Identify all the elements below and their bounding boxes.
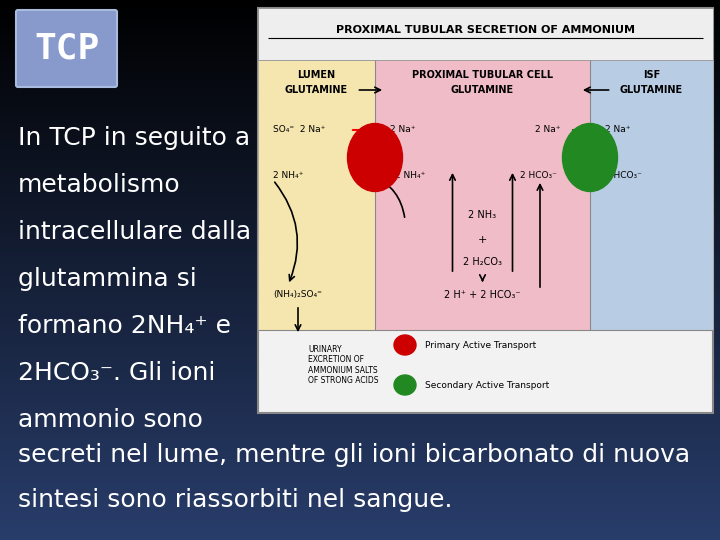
Text: +: + <box>478 235 487 245</box>
Text: 2 HCO₃⁻: 2 HCO₃⁻ <box>605 171 642 179</box>
Text: 2 Na⁺: 2 Na⁺ <box>605 125 631 134</box>
Text: 2 H⁺ + 2 HCO₃⁻: 2 H⁺ + 2 HCO₃⁻ <box>444 290 521 300</box>
FancyBboxPatch shape <box>16 10 117 87</box>
Text: 2 NH₄⁺: 2 NH₄⁺ <box>395 171 426 179</box>
Text: ammonio sono: ammonio sono <box>18 408 203 432</box>
Text: GLUTAMINE: GLUTAMINE <box>285 85 348 95</box>
Ellipse shape <box>348 124 402 192</box>
Bar <box>375 60 590 330</box>
Text: URINARY
EXCRETION OF
AMMONIUM SALTS
OF STRONG ACIDS: URINARY EXCRETION OF AMMONIUM SALTS OF S… <box>308 345 379 385</box>
Ellipse shape <box>394 335 416 355</box>
Text: 2HCO₃⁻. Gli ioni: 2HCO₃⁻. Gli ioni <box>18 361 215 385</box>
Text: formano 2NH₄⁺ e: formano 2NH₄⁺ e <box>18 314 231 338</box>
Text: PROXIMAL TUBULAR CELL: PROXIMAL TUBULAR CELL <box>412 70 553 80</box>
Text: intracellulare dalla: intracellulare dalla <box>18 220 251 244</box>
Text: SO₄⁼  2 Na⁺: SO₄⁼ 2 Na⁺ <box>273 125 325 134</box>
Text: TCP: TCP <box>34 31 99 65</box>
Text: 2 Na⁺: 2 Na⁺ <box>535 125 560 134</box>
Bar <box>258 60 375 330</box>
Text: Secondary Active Transport: Secondary Active Transport <box>425 381 549 389</box>
Text: 2 Na⁺: 2 Na⁺ <box>390 125 415 134</box>
Ellipse shape <box>394 375 416 395</box>
Text: Primary Active Transport: Primary Active Transport <box>425 341 536 349</box>
Text: (NH₄)₂SO₄⁼: (NH₄)₂SO₄⁼ <box>273 291 322 300</box>
Text: LUMEN: LUMEN <box>297 70 336 80</box>
Text: secreti nel lume, mentre gli ioni bicarbonato di nuova: secreti nel lume, mentre gli ioni bicarb… <box>18 443 690 467</box>
Text: ISF: ISF <box>643 70 660 80</box>
Text: GLUTAMINE: GLUTAMINE <box>620 85 683 95</box>
Text: metabolismo: metabolismo <box>18 173 181 197</box>
Bar <box>258 8 713 60</box>
Text: 2 H₂CO₃: 2 H₂CO₃ <box>463 257 502 267</box>
Text: 2 NH₄⁺: 2 NH₄⁺ <box>273 171 303 179</box>
Text: sintesi sono riassorbiti nel sangue.: sintesi sono riassorbiti nel sangue. <box>18 488 452 512</box>
Bar <box>590 60 713 330</box>
Ellipse shape <box>562 124 618 192</box>
Text: In TCP in seguito a: In TCP in seguito a <box>18 126 250 150</box>
Bar <box>258 8 713 413</box>
Text: PROXIMAL TUBULAR SECRETION OF AMMONIUM: PROXIMAL TUBULAR SECRETION OF AMMONIUM <box>336 25 635 35</box>
Text: glutammina si: glutammina si <box>18 267 197 291</box>
Text: 2 HCO₃⁻: 2 HCO₃⁻ <box>520 171 557 179</box>
Text: 2 NH₃: 2 NH₃ <box>469 210 497 220</box>
Text: GLUTAMINE: GLUTAMINE <box>451 85 514 95</box>
